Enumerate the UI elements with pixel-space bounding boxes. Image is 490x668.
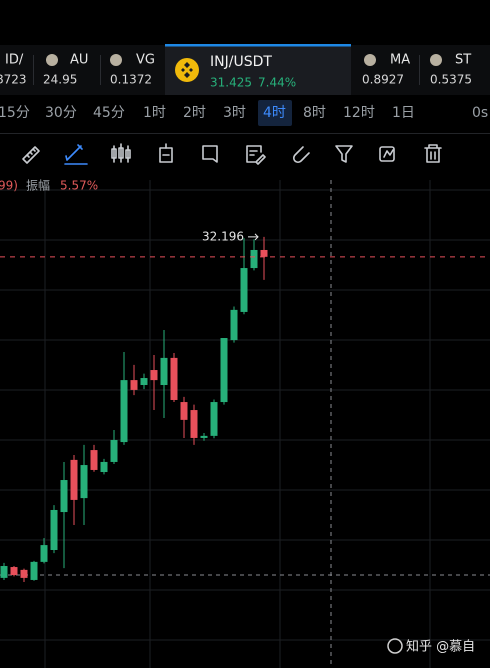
candle-body xyxy=(110,440,118,462)
candle-body xyxy=(60,480,68,513)
stats-label: 振幅 xyxy=(26,178,50,193)
ruler-tool[interactable] xyxy=(22,146,40,164)
candle-body xyxy=(250,249,258,269)
candle-body xyxy=(10,567,18,576)
interval[interactable]: 4时 xyxy=(263,105,286,121)
measure-tool[interactable] xyxy=(159,143,173,163)
interval-bar: 15分 30分 45分 1时 2时 3时 4时 8时 12时 1日 0s xyxy=(0,100,488,126)
ticker-price: 31.425 xyxy=(210,76,252,90)
candle-body xyxy=(70,459,78,500)
candle-tool[interactable] xyxy=(111,143,131,163)
ticker-price: 0.1372 xyxy=(110,73,152,87)
delete-tool[interactable] xyxy=(424,144,442,163)
draw-tool[interactable] xyxy=(64,144,88,165)
ticker-symbol[interactable]: MA xyxy=(390,53,410,68)
stats-prefix: 99) xyxy=(0,179,18,193)
candle-body xyxy=(130,380,138,390)
candle-body xyxy=(140,378,148,386)
candle-body xyxy=(30,561,38,580)
candle-body xyxy=(50,509,58,551)
interval[interactable]: 0s xyxy=(472,105,488,121)
candle-body xyxy=(20,569,28,578)
ticker-symbol[interactable]: AU xyxy=(70,53,88,68)
candle-body xyxy=(260,249,268,257)
interval[interactable]: 1时 xyxy=(143,105,166,121)
candle-body xyxy=(150,370,158,381)
candles: 32.196 xyxy=(0,229,490,583)
interval[interactable]: 3时 xyxy=(223,105,246,121)
ticker-symbol[interactable]: INJ/USDT xyxy=(210,54,272,70)
ticker-price: 0.8927 xyxy=(362,73,404,87)
ticker-change: 7.44% xyxy=(258,76,296,90)
tab-dividers xyxy=(33,55,420,85)
divider xyxy=(0,133,490,134)
candle-body xyxy=(90,450,98,470)
interval[interactable]: 2时 xyxy=(183,105,206,121)
ticker-symbol[interactable]: ST xyxy=(455,53,471,68)
high-arrow xyxy=(248,233,259,241)
candle-body xyxy=(200,435,208,438)
interval[interactable]: 8时 xyxy=(303,105,326,121)
ticker-price: 0.5375 xyxy=(430,73,472,87)
interval[interactable]: 45分 xyxy=(93,105,125,121)
ticker-symbol[interactable]: ID/ xyxy=(5,53,24,68)
candle-body xyxy=(180,402,188,420)
interval[interactable]: 12时 xyxy=(343,105,375,121)
edit-tool[interactable] xyxy=(246,145,266,165)
candle-body xyxy=(160,357,168,386)
candle-body xyxy=(190,410,198,438)
candle-body xyxy=(80,465,88,499)
ticker-price: 8723 xyxy=(0,73,27,87)
candle-body xyxy=(170,357,178,400)
watermark: 知乎 @慕自 xyxy=(387,638,475,655)
stats-value: 5.57% xyxy=(60,179,98,193)
candle-body xyxy=(0,566,8,578)
filter-tool[interactable] xyxy=(335,145,353,163)
interval[interactable]: 30分 xyxy=(45,105,77,121)
active-interval-bg xyxy=(258,100,292,126)
sync-tool[interactable] xyxy=(379,146,395,162)
candle-body xyxy=(220,338,228,403)
candle-body xyxy=(240,268,248,312)
toolbar xyxy=(22,143,442,165)
candle-body xyxy=(230,309,238,341)
ticker-symbol[interactable]: VG xyxy=(136,53,155,68)
active-tab-indicator xyxy=(165,44,351,47)
note-tool[interactable] xyxy=(202,145,218,163)
candle-body xyxy=(210,402,218,436)
magnet-tool[interactable] xyxy=(292,146,310,164)
watermark-text: 知乎 @慕自 xyxy=(406,639,475,655)
interval[interactable]: 1日 xyxy=(392,105,415,121)
candle-body xyxy=(100,461,108,473)
coin-icons xyxy=(46,54,442,82)
ticker-price: 24.95 xyxy=(43,73,77,87)
high-label: 32.196 xyxy=(202,229,244,243)
candle-body xyxy=(120,380,128,443)
interval[interactable]: 15分 xyxy=(0,105,30,121)
candle-body xyxy=(40,545,48,562)
